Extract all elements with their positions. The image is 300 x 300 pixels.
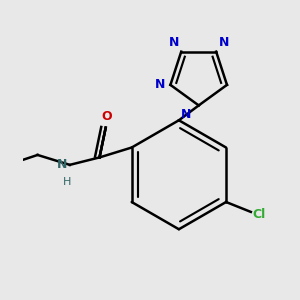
Text: N: N	[155, 78, 166, 92]
Text: N: N	[168, 36, 179, 49]
Text: H: H	[63, 177, 71, 187]
Text: Cl: Cl	[252, 208, 265, 221]
Text: N: N	[57, 158, 67, 171]
Text: O: O	[102, 110, 112, 123]
Text: N: N	[219, 36, 229, 49]
Text: N: N	[181, 108, 191, 121]
